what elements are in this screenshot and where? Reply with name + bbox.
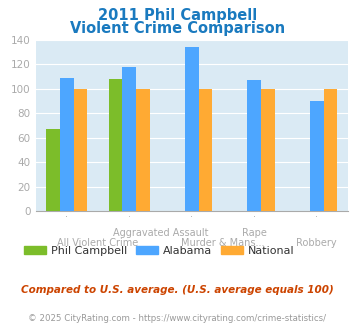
Text: Murder & Mans...: Murder & Mans... <box>181 238 265 248</box>
Bar <box>310 101 323 211</box>
Bar <box>109 79 122 211</box>
Bar <box>60 78 73 211</box>
Text: Violent Crime Comparison: Violent Crime Comparison <box>70 21 285 36</box>
Bar <box>122 67 136 211</box>
Bar <box>247 80 261 211</box>
Bar <box>185 47 198 211</box>
Bar <box>136 89 150 211</box>
Text: Rape: Rape <box>242 228 267 238</box>
Bar <box>323 89 337 211</box>
Text: © 2025 CityRating.com - https://www.cityrating.com/crime-statistics/: © 2025 CityRating.com - https://www.city… <box>28 314 327 323</box>
Bar <box>198 89 212 211</box>
Bar <box>46 129 60 211</box>
Text: Robbery: Robbery <box>296 238 337 248</box>
Text: 2011 Phil Campbell: 2011 Phil Campbell <box>98 8 257 23</box>
Text: Aggravated Assault: Aggravated Assault <box>113 228 208 238</box>
Text: Compared to U.S. average. (U.S. average equals 100): Compared to U.S. average. (U.S. average … <box>21 285 334 295</box>
Legend: Phil Campbell, Alabama, National: Phil Campbell, Alabama, National <box>20 241 299 260</box>
Text: All Violent Crime: All Violent Crime <box>58 238 138 248</box>
Bar <box>73 89 87 211</box>
Bar <box>261 89 275 211</box>
